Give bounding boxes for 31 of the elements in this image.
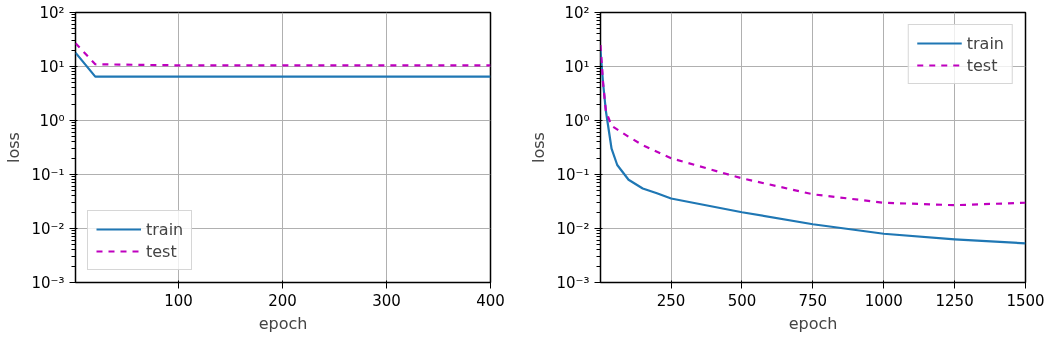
y-tick-label: 10⁻²	[556, 219, 590, 238]
x-axis-title: epoch	[788, 313, 838, 333]
x-tick-label: 400	[476, 291, 505, 310]
line-series	[600, 49, 1026, 245]
x-tick-label: 300	[372, 291, 401, 310]
y-tick-label: 10¹	[564, 57, 590, 76]
y-axis-title: loss	[4, 132, 24, 163]
y-tick-label: 10⁰	[39, 111, 65, 130]
x-tick-label: 100	[164, 291, 193, 310]
y-tick-label: 10²	[564, 3, 590, 22]
x-tick-label: 1000	[864, 291, 903, 310]
y-tick-label: 10⁻³	[31, 273, 65, 292]
x-tick-label: 500	[727, 291, 757, 310]
x-axis-title: epoch	[258, 313, 308, 333]
x-tick-label: 1500	[1006, 291, 1045, 310]
y-tick-label: 10⁻¹	[556, 165, 590, 184]
x-tick-label: 750	[798, 291, 828, 310]
x-tick-label: 1250	[935, 291, 974, 310]
legend-label: test	[146, 241, 177, 261]
y-tick-label: 10²	[39, 3, 65, 22]
legend-label: test	[966, 55, 998, 75]
legend-label: train	[966, 33, 1004, 53]
x-tick-label: 250	[656, 291, 686, 310]
legend-label: train	[146, 219, 184, 239]
y-tick-label: 10¹	[39, 57, 65, 76]
y-tick-label: 10⁻³	[556, 273, 590, 292]
y-tick-label: 10⁻²	[31, 219, 65, 238]
y-axis-title: loss	[529, 132, 549, 163]
y-tick-label: 10⁰	[564, 111, 590, 130]
y-tick-label: 10⁻¹	[31, 165, 65, 184]
x-tick-label: 200	[268, 291, 297, 310]
